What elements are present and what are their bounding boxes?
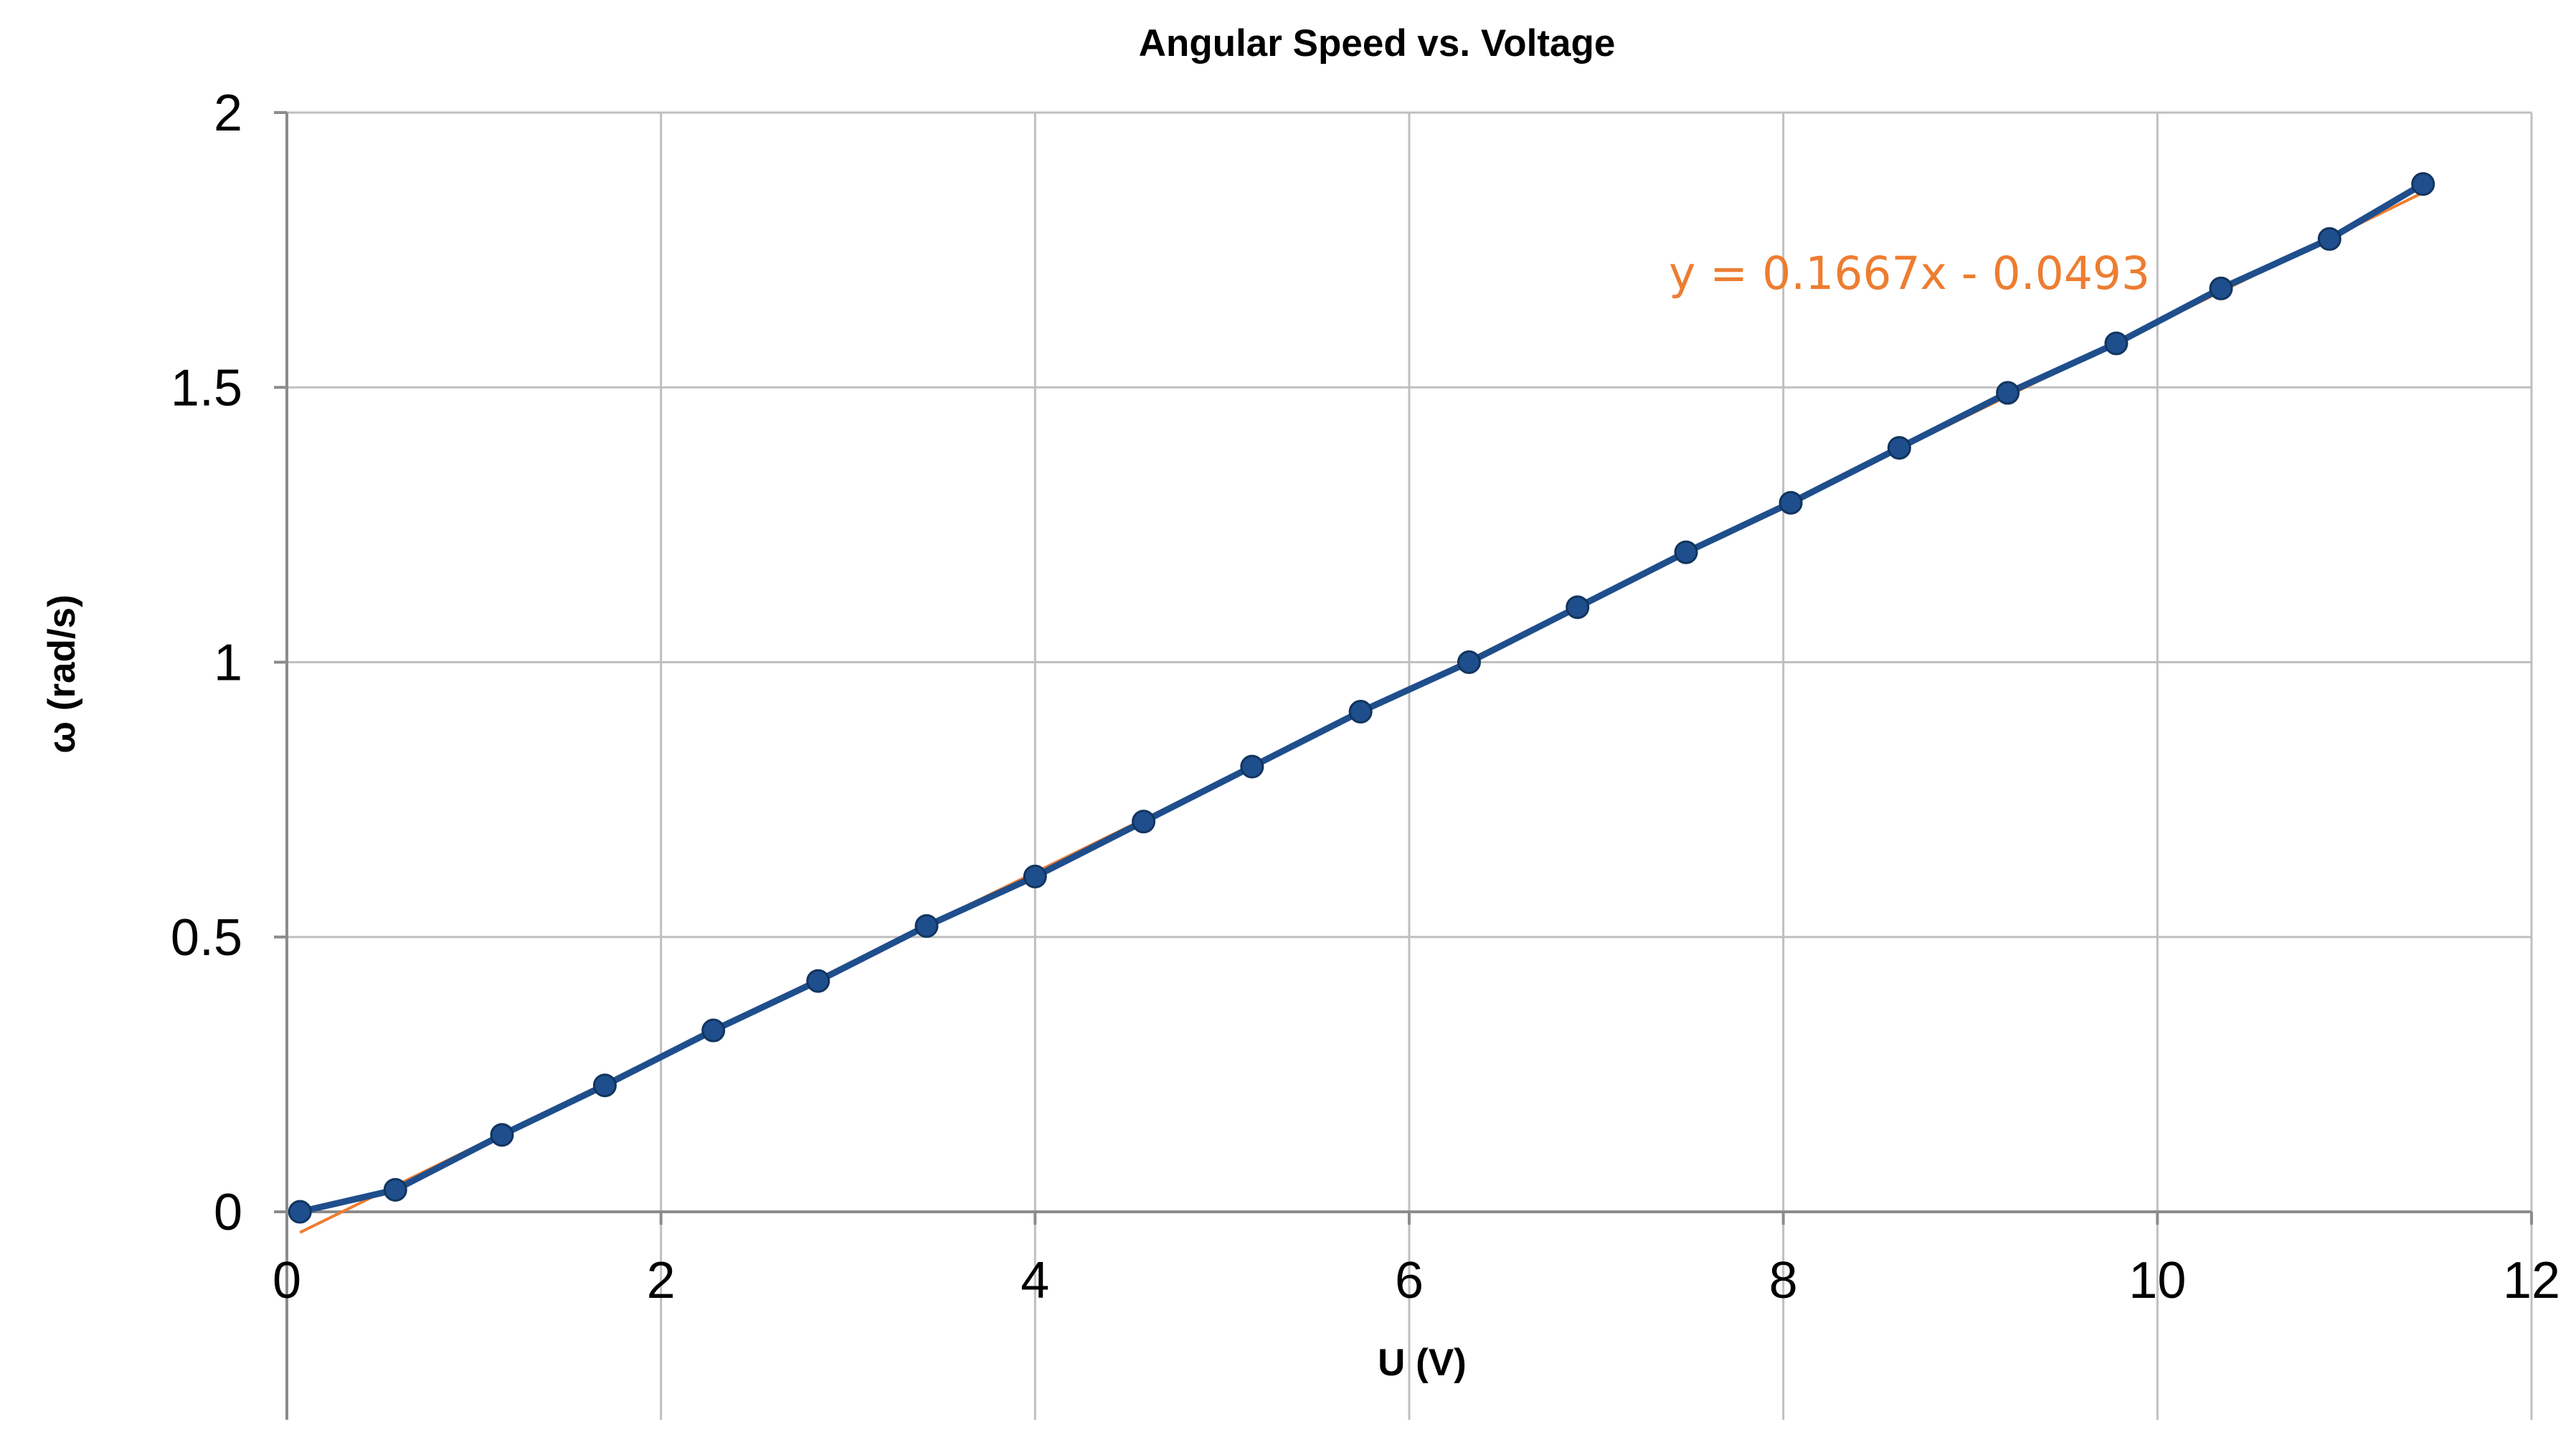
chart-title: Angular Speed vs. Voltage xyxy=(1139,22,1616,65)
y-tick-label: 0 xyxy=(214,1184,242,1241)
gridlines xyxy=(274,111,2533,1420)
data-point xyxy=(1674,540,1698,564)
y-tick-labels: 0 0.5 1 1.5 2 xyxy=(171,85,242,1241)
data-point xyxy=(1566,595,1590,620)
data-point xyxy=(592,1073,617,1098)
series-group xyxy=(288,172,2435,1224)
data-point xyxy=(1996,381,2020,405)
data-point xyxy=(1023,864,1047,888)
data-point xyxy=(2411,172,2435,196)
x-tick-label: 10 xyxy=(2128,1252,2186,1309)
x-tick-label: 6 xyxy=(1395,1252,1424,1309)
data-point xyxy=(914,914,939,938)
y-tick-label: 0.5 xyxy=(171,909,242,967)
data-point xyxy=(1779,490,1803,515)
data-point xyxy=(701,1018,726,1043)
data-point xyxy=(383,1177,407,1202)
y-tick-label: 1 xyxy=(214,635,242,692)
data-point xyxy=(1457,650,1481,674)
data-point xyxy=(288,1200,312,1224)
x-tick-label: 8 xyxy=(1769,1252,1798,1309)
data-point xyxy=(2317,227,2341,251)
x-axis-title: U (V) xyxy=(1378,1342,1467,1384)
data-point xyxy=(1240,754,1264,779)
data-point xyxy=(806,969,830,993)
x-tick-label: 12 xyxy=(2503,1252,2560,1309)
data-point xyxy=(2209,276,2233,300)
data-point xyxy=(1348,699,1373,724)
x-tick-label: 2 xyxy=(647,1252,676,1309)
y-tick-label: 1.5 xyxy=(171,359,242,417)
data-point xyxy=(490,1123,514,1147)
data-point xyxy=(1132,810,1156,834)
trendline-equation: y = 0.1667x - 0.0493 xyxy=(1669,247,2150,300)
y-tick-label: 2 xyxy=(214,85,242,142)
x-tick-labels: 0 2 4 6 8 10 12 xyxy=(273,1252,2560,1309)
x-tick-label: 0 xyxy=(273,1252,301,1309)
y-axis-title: ω (rad/s) xyxy=(41,594,83,753)
data-point xyxy=(1887,436,1911,460)
data-point xyxy=(2104,331,2128,356)
x-tick-label: 4 xyxy=(1021,1252,1049,1309)
